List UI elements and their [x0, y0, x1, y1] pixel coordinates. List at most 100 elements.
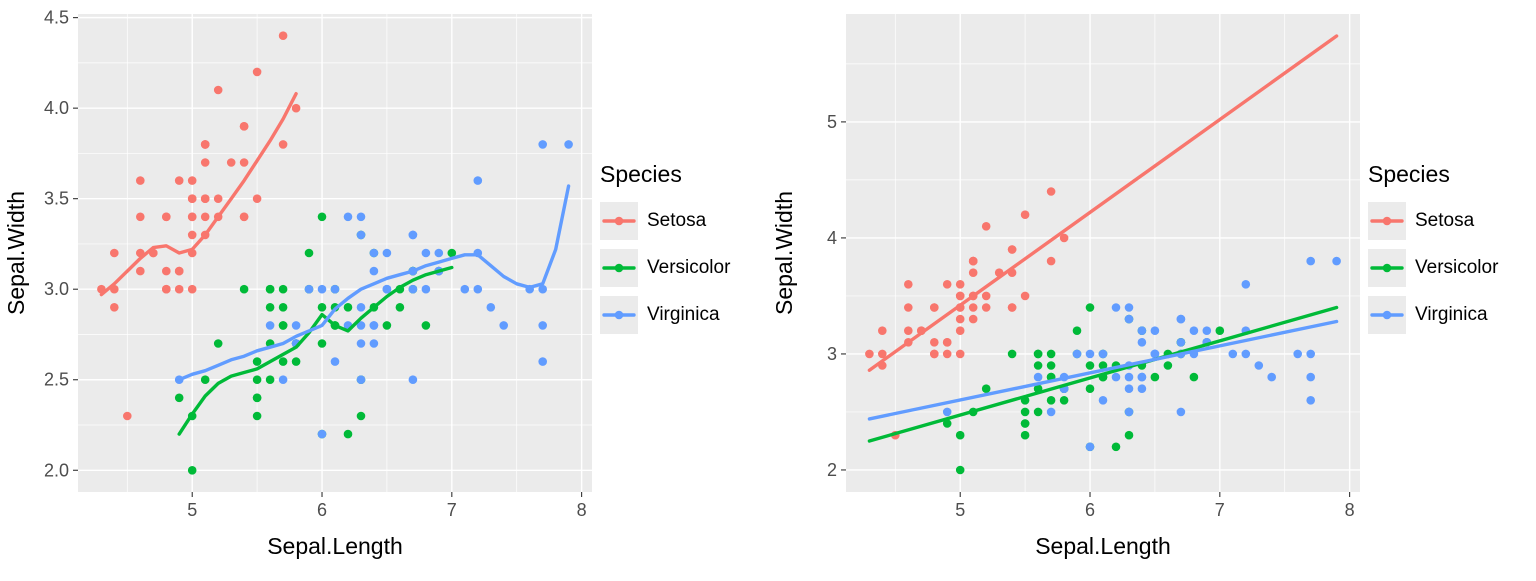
data-point: [447, 248, 457, 258]
data-point: [1137, 326, 1147, 336]
data-point: [317, 284, 327, 294]
x-tick-label: 6: [1085, 500, 1095, 520]
data-point: [1111, 442, 1121, 452]
x-tick-label: 7: [1215, 500, 1225, 520]
data-point: [930, 349, 939, 359]
data-point: [110, 303, 119, 312]
data-point: [382, 284, 392, 294]
data-point: [200, 194, 210, 203]
data-point: [1163, 361, 1173, 370]
data-point: [486, 303, 496, 312]
x-tick-label: 8: [1345, 500, 1355, 520]
data-point: [174, 266, 184, 276]
data-point: [1007, 349, 1017, 359]
data-point: [1033, 407, 1043, 417]
data-point: [1033, 372, 1043, 382]
data-point: [304, 248, 314, 258]
data-point: [1189, 372, 1199, 382]
data-point: [162, 212, 171, 222]
data-point: [942, 280, 952, 289]
data-point: [1020, 430, 1030, 440]
data-point: [356, 375, 366, 385]
data-point: [1124, 430, 1134, 440]
data-point: [1007, 245, 1017, 254]
data-point: [395, 303, 405, 312]
data-point: [1176, 407, 1186, 417]
data-point: [955, 430, 965, 440]
data-point: [356, 212, 366, 222]
data-point: [1306, 372, 1315, 382]
chart-svg-0: 5 6 7 8 2.0 2.5 3.0 3.5 4.0 4.5 Sepal.Length Sepal.…: [3, 8, 592, 559]
data-point: [356, 339, 366, 348]
data-point: [317, 303, 327, 312]
data-point: [265, 303, 275, 312]
data-point: [1137, 338, 1147, 347]
plot-panel: [846, 14, 1360, 492]
data-point: [538, 284, 547, 294]
data-point: [187, 230, 197, 240]
data-point: [369, 339, 379, 348]
data-point: [1007, 303, 1017, 312]
data-point: [213, 339, 223, 348]
data-point: [904, 326, 913, 336]
data-point: [942, 419, 952, 428]
data-point: [1085, 361, 1095, 370]
data-point: [1072, 326, 1082, 336]
legend-entry-label: Setosa: [1415, 210, 1475, 231]
data-point: [1033, 361, 1043, 370]
data-point: [1046, 407, 1056, 417]
data-point: [213, 85, 223, 95]
data-point: [981, 384, 991, 394]
data-point: [278, 375, 288, 385]
data-point: [942, 338, 952, 347]
data-point: [1189, 326, 1199, 336]
data-point: [1085, 442, 1095, 452]
data-point: [187, 284, 197, 294]
data-point: [408, 230, 418, 240]
data-point: [1020, 407, 1030, 417]
data-point: [213, 194, 223, 203]
data-point: [942, 407, 952, 417]
data-point: [330, 284, 340, 294]
legend-key: [1368, 296, 1406, 334]
data-point: [1072, 349, 1082, 359]
data-point: [865, 349, 874, 359]
data-point: [187, 194, 197, 203]
legend-entry-label: Virginica: [647, 304, 720, 325]
scatter-lm-plot: 5 6 7 8 2 3 4 5 Sepal.Length Sepal.Width: [768, 0, 1368, 576]
data-point: [382, 321, 392, 330]
data-point: [1098, 361, 1108, 370]
legend-entry: Versicolor: [600, 249, 768, 287]
data-point: [1124, 407, 1134, 417]
data-point: [291, 321, 301, 330]
data-point: [460, 284, 470, 294]
data-point: [421, 248, 431, 258]
data-point: [330, 357, 340, 366]
data-point: [343, 212, 353, 222]
data-point: [421, 284, 431, 294]
smooth-line: [177, 184, 571, 382]
data-point: [1176, 314, 1186, 324]
data-point: [968, 303, 978, 312]
data-point: [1020, 291, 1030, 301]
legend-title: Species: [1368, 161, 1450, 187]
data-point: [1241, 349, 1251, 359]
data-point: [239, 122, 249, 131]
legend-entry-label: Virginica: [1415, 304, 1488, 325]
data-point: [1241, 280, 1251, 289]
data-point: [1046, 349, 1056, 359]
data-point: [1124, 314, 1134, 324]
data-point: [278, 284, 288, 294]
legend-left: Species Setosa Versicolor Virginica: [600, 0, 768, 540]
data-point: [1150, 326, 1160, 336]
data-point: [408, 284, 418, 294]
data-point: [968, 268, 978, 278]
data-point: [200, 375, 210, 385]
data-point: [1202, 326, 1212, 336]
data-point: [981, 291, 991, 301]
data-point: [1046, 256, 1056, 266]
y-tick-label: 4.5: [44, 8, 69, 28]
data-point: [291, 103, 301, 113]
y-tick-label: 3.0: [44, 279, 69, 299]
x-tick-label: 5: [187, 500, 197, 520]
